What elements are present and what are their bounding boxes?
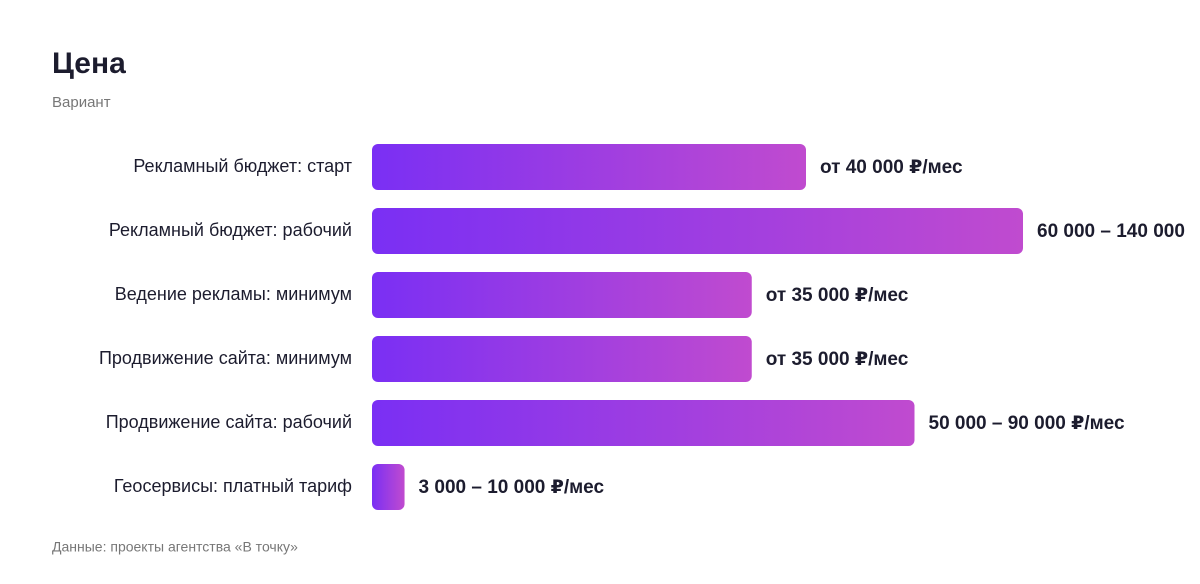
- bar: [372, 208, 1023, 254]
- value-label: 3 000 – 10 000 ₽/мес: [419, 477, 605, 498]
- bar: [372, 400, 915, 446]
- bar: [372, 464, 405, 510]
- category-label: Геосервисы: платный тариф: [114, 476, 352, 496]
- chart-subtitle: Вариант: [52, 94, 111, 111]
- category-label: Рекламный бюджет: рабочий: [109, 220, 352, 240]
- value-label: 50 000 – 90 000 ₽/мес: [929, 413, 1126, 434]
- value-label: от 35 000 ₽/мес: [766, 285, 909, 306]
- chart-title: Цена: [52, 47, 126, 80]
- value-label: от 40 000 ₽/мес: [820, 157, 963, 178]
- category-label: Продвижение сайта: минимум: [99, 348, 352, 368]
- category-label: Рекламный бюджет: старт: [133, 156, 352, 176]
- value-label: от 35 000 ₽/мес: [766, 349, 909, 370]
- value-label: 60 000 – 140 000: [1037, 221, 1185, 242]
- bar: [372, 336, 752, 382]
- category-label: Ведение рекламы: минимум: [115, 284, 352, 304]
- bar: [372, 144, 806, 190]
- category-label: Продвижение сайта: рабочий: [106, 412, 352, 432]
- footnote: Данные: проекты агентства «В точку»: [52, 539, 298, 555]
- bar: [372, 272, 752, 318]
